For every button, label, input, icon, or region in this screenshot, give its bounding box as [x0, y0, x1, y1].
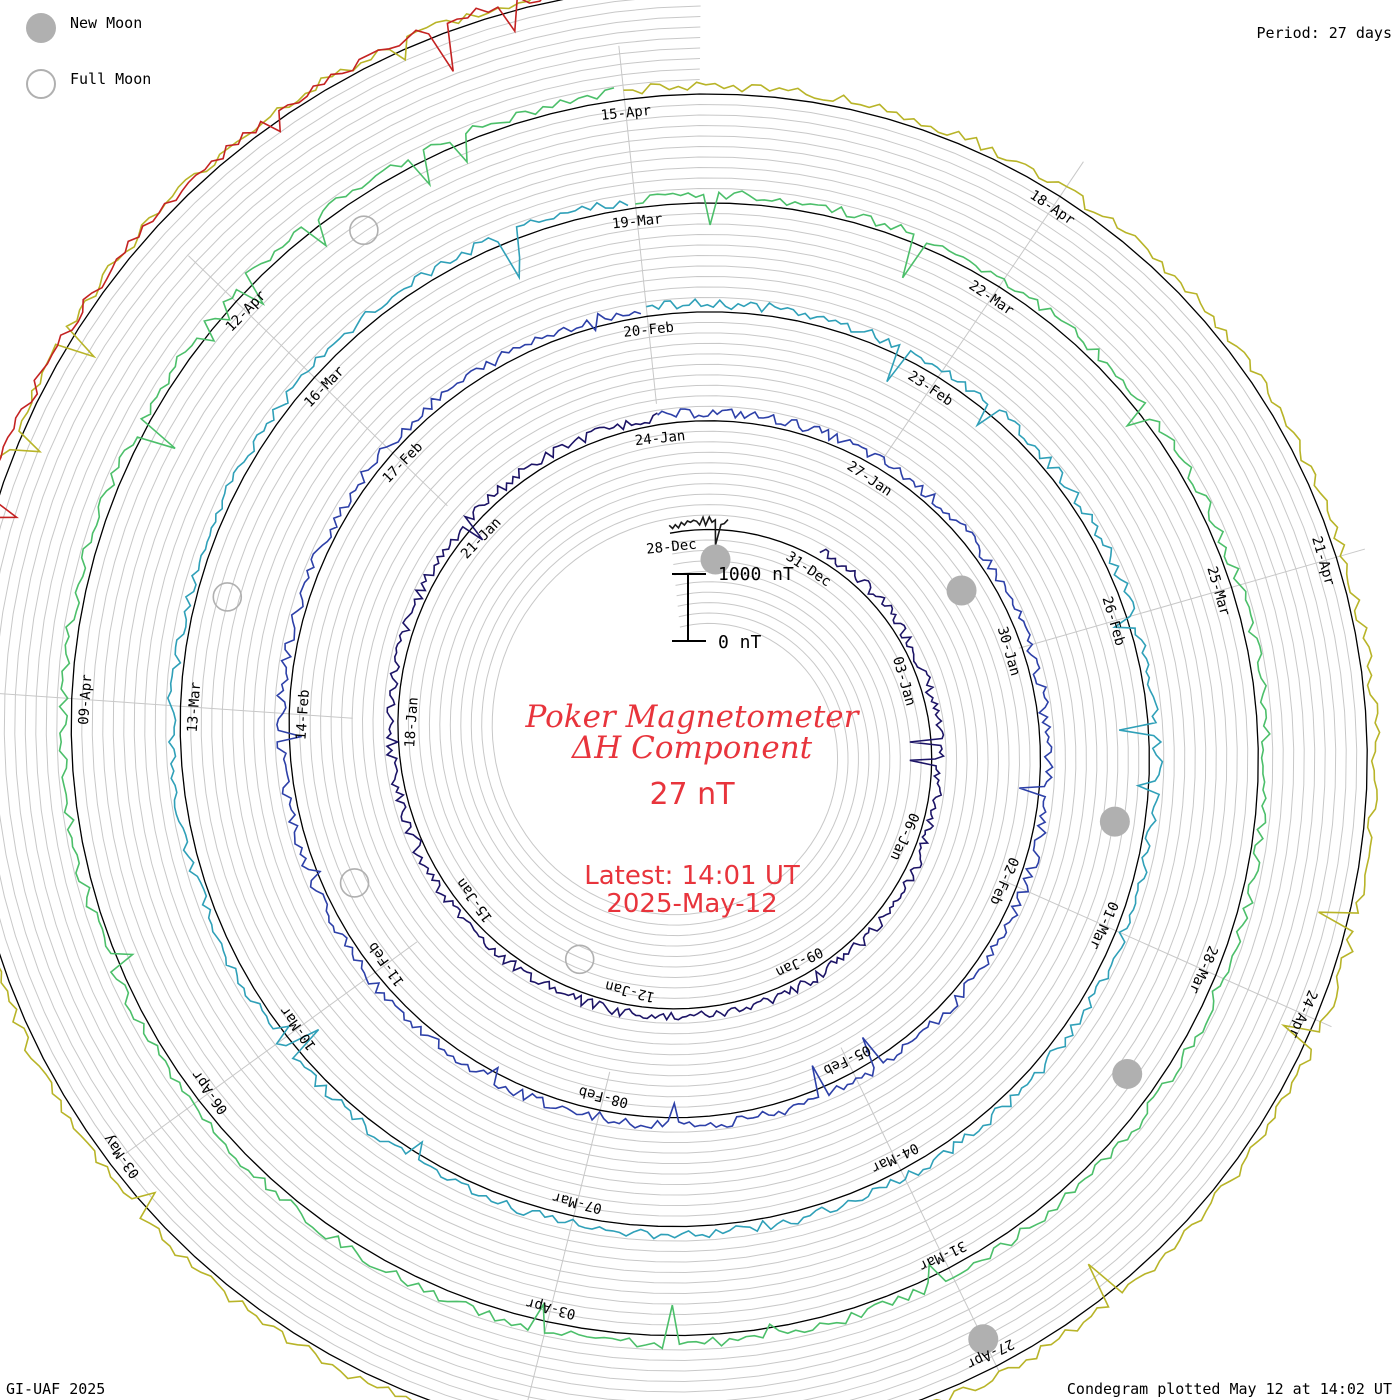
grid-spoke: [618, 45, 657, 404]
date-label: 13-Mar: [185, 681, 204, 733]
grid-ring: [0, 16, 1337, 1400]
full-moon-legend-icon: [26, 69, 56, 99]
date-label: 24-Jan: [634, 428, 686, 449]
full-moon-marker: [212, 582, 243, 612]
full-moon-marker: [349, 215, 379, 246]
date-label: 03-May: [101, 1131, 144, 1181]
full-moon-marker: [564, 944, 595, 975]
period-label: Period: 27 days: [1257, 24, 1392, 42]
grid-spoke: [0, 693, 353, 719]
date-label: 11-Feb: [365, 939, 408, 989]
date-label: 21-Jan: [458, 515, 505, 562]
scale-value: 27 nT: [649, 777, 735, 812]
date-label: 30-Jan: [994, 625, 1023, 678]
date-label: 24-Apr: [1285, 987, 1320, 1040]
date-label: 06-Apr: [189, 1067, 232, 1117]
footer-plot-time: Condegram plotted May 12 at 14:02 UT: [1067, 1380, 1392, 1398]
new-moon-legend-icon: [26, 13, 56, 43]
date-label: 28-Dec: [645, 537, 697, 558]
chart-subtitle: ΔH Component: [571, 730, 813, 766]
full-moon-marker: [339, 868, 370, 898]
new-moon-marker: [946, 575, 977, 606]
grid-spoke: [1018, 548, 1366, 649]
grid-spoke: [188, 255, 448, 507]
latest-time: Latest: 14:01 UT: [584, 861, 800, 891]
date-label: 23-Feb: [905, 368, 956, 410]
new-moon-marker: [968, 1324, 999, 1355]
trace-rotation-7: [0, 0, 542, 519]
date-label: 28-Mar: [1185, 943, 1220, 996]
trace-rotation-4: [166, 200, 1164, 1240]
baseline-spiral: [0, 0, 1368, 1400]
grid-spoke: [1002, 879, 1332, 1028]
grid-ring: [24, 47, 1305, 1383]
trace-rotation-2: [385, 412, 946, 1022]
date-label: 05-Feb: [821, 1041, 873, 1078]
full-moon-legend-label: Full Moon: [70, 70, 151, 88]
new-moon-marker: [1112, 1058, 1143, 1089]
grid-spoke: [881, 161, 1084, 461]
grid-ring: [14, 37, 1316, 1393]
date-label: 14-Feb: [293, 689, 312, 741]
moon-markers: [212, 215, 1143, 1355]
grid-ring: [0, 5, 1347, 1400]
scale-top-label: 1000 nT: [718, 564, 794, 585]
date-label: 22-Mar: [966, 278, 1017, 320]
trace-rotation-3: [275, 310, 1054, 1129]
new-moon-marker: [1099, 806, 1130, 837]
trace-rotation-1: [668, 514, 729, 546]
date-label: 31-Mar: [916, 1237, 968, 1274]
date-label: 20-Feb: [623, 320, 675, 341]
date-label: 09-Jan: [773, 943, 825, 980]
date-label: 18-Apr: [1027, 187, 1078, 229]
new-moon-legend-label: New Moon: [70, 14, 142, 32]
grid-ring: [3, 26, 1326, 1400]
grid-ring: [56, 79, 1274, 1351]
date-label: 15-Apr: [600, 103, 652, 124]
grid-ring: [35, 58, 1295, 1372]
date-label: 25-Mar: [1203, 565, 1232, 618]
grid-spoke: [527, 1071, 611, 1400]
grid-spoke: [840, 1047, 1000, 1372]
baselines: [0, 0, 1368, 1400]
grid-rings: [0, 0, 1368, 1400]
date-label: 04-Mar: [869, 1139, 921, 1176]
new-moon-marker: [700, 544, 731, 575]
date-label: 21-Apr: [1308, 535, 1337, 588]
grid-spoke: [125, 941, 418, 1154]
grid-ring: [45, 68, 1284, 1362]
grid-spokes: [0, 45, 1366, 1400]
scale-bar: 1000 nT 0 nT: [672, 564, 794, 653]
scale-bottom-label: 0 nT: [718, 632, 762, 653]
latest-date: 2025-May-12: [606, 889, 777, 919]
chart-title: Poker Magnetometer: [525, 699, 861, 735]
grid-ring: [0, 0, 1358, 1400]
trace-rotation-5: [58, 87, 1271, 1350]
date-label: 27-Jan: [844, 458, 895, 500]
date-label: 18-Jan: [402, 697, 421, 749]
date-label: 19-Mar: [611, 211, 663, 232]
date-label: 09-Apr: [76, 674, 95, 726]
footer-credit: GI-UAF 2025: [6, 1380, 105, 1398]
